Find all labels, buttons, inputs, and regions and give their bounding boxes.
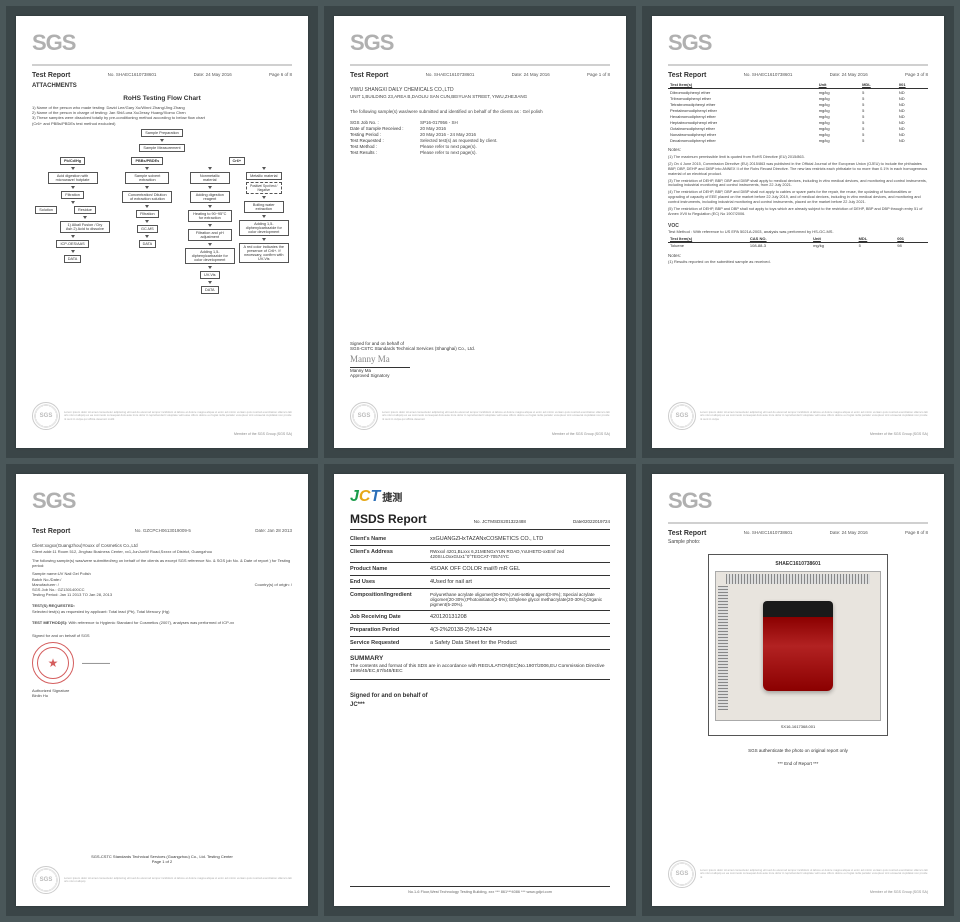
sample-info: Sample name:UV Nail Gel Polish Batch No.…: [32, 571, 292, 597]
doc-footer: SGS-CSTC Standards Technical Services (G…: [32, 850, 292, 894]
doc-footer: SGS Lorem ipsum dolor sit amet consectet…: [668, 398, 928, 436]
notes-block: (1) The maximum permissible limit is quo…: [668, 153, 928, 219]
sgs-seal-icon: SGS: [32, 866, 60, 894]
sample-photo: [715, 571, 881, 721]
report-no: No. SHAEC1610738601: [108, 72, 157, 79]
kv-list: SGS Job No. :SP16-017956 - SH Date of Sa…: [350, 119, 610, 156]
cert-cell-5: JCT捷测 MSDS Report No. JCTMSDS201322488 D…: [324, 464, 636, 916]
sgs-gz-doc: SGS Test Report No. GZCPCH0613019009-5 D…: [16, 474, 308, 906]
msds-doc: JCT捷测 MSDS Report No. JCTMSDS201322488 D…: [334, 474, 626, 906]
sgs-logo: SGS: [668, 488, 711, 514]
report-page: Page 6 of 8: [269, 72, 292, 79]
flow-title: RoHS Testing Flow Chart: [32, 95, 292, 102]
cert-cell-2: SGS Test Report No. SHAEC1610738601 Date…: [324, 6, 636, 458]
msds-rows: Client's NamexxGUANGZHxTAZANxCOSMETICS C…: [350, 533, 610, 653]
sgs-cover-doc: SGS Test Report No. SHAEC1610738601 Date…: [334, 16, 626, 448]
cert-cell-6: SGS Test Report No. SHAEC1610738601 Date…: [642, 464, 954, 916]
cert-cell-4: SGS Test Report No. GZCPCH0613019009-5 D…: [6, 464, 318, 916]
msds-footer: No.1-6 Floor,West Technology Testing Bui…: [350, 890, 610, 894]
cert-cell-3: SGS Test Report No. SHAEC1610738601 Date…: [642, 6, 954, 458]
signature-cursive: Manny Ma: [350, 354, 610, 364]
results-table-1: Test Item(s) Unit MDL 001 Dibromodipheny…: [668, 81, 928, 143]
doc-footer: SGS Lorem ipsum dolor sit amet consectet…: [668, 856, 928, 894]
sgs-photo-doc: SGS Test Report No. SHAEC1610738601 Date…: [652, 474, 944, 906]
msds-title: MSDS Report: [350, 512, 427, 526]
sgs-seal-icon: SGS: [32, 402, 60, 430]
ruler-vertical-icon: [718, 586, 728, 710]
cert-cell-1: SGS Test Report No. SHAEC1610738601 Date…: [6, 6, 318, 458]
sgs-logo: SGS: [32, 30, 75, 56]
attachments-label: ATTACHMENTS: [32, 83, 292, 89]
sgs-seal-icon: SGS: [668, 402, 696, 430]
doc-footer: SGS Lorem ipsum dolor sit amet consectet…: [32, 398, 292, 436]
sgs-logo: SGS: [32, 488, 75, 514]
jct-logo: JCT捷测: [350, 488, 402, 506]
sgs-seal-icon: SGS: [350, 402, 378, 430]
report-date: Date: 24 May 2016: [194, 72, 232, 79]
red-seal-icon: ★: [32, 642, 74, 684]
doc-footer: SGS Lorem ipsum dolor sit amet consectet…: [350, 398, 610, 436]
sgs-results-doc: SGS Test Report No. SHAEC1610738601 Date…: [652, 16, 944, 448]
sgs-logo: SGS: [350, 30, 393, 56]
ruler-horizontal-icon: [726, 574, 870, 584]
certificate-grid: SGS Test Report No. SHAEC1610738601 Date…: [0, 0, 960, 922]
sgs-seal-icon: SGS: [668, 860, 696, 888]
sample-photo-frame: SHAEC1610738601 SX16-1617368.001: [708, 554, 888, 736]
flow-intro: 1) Name of the person who made testing: …: [32, 105, 292, 126]
flowchart: Sample Preparation Sample Measurement Pb…: [32, 129, 292, 398]
report-label: Test Report: [32, 72, 70, 79]
signature-block: Signed for and on behalf of SGS-CSTC Sta…: [350, 341, 610, 378]
results-table-2: Test Item(s) CAS NO. Unit MDL 001 Toluen…: [668, 235, 928, 249]
sgs-flow-doc: SGS Test Report No. SHAEC1610738601 Date…: [16, 16, 308, 448]
product-image: [763, 601, 833, 691]
sgs-logo: SGS: [668, 30, 711, 56]
